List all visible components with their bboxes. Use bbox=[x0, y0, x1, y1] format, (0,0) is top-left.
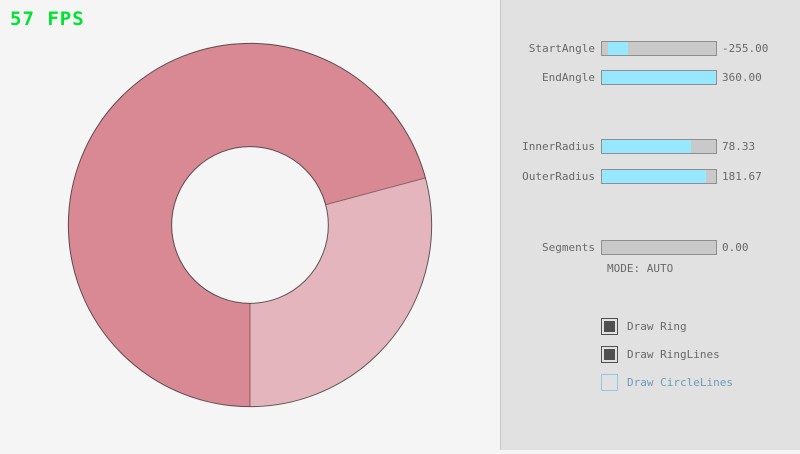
ring-outer-outline bbox=[67, 42, 433, 408]
control-panel: StartAngle -255.00 EndAngle 360.00 Inner… bbox=[500, 0, 800, 450]
draw-ring-checkbox[interactable] bbox=[601, 318, 618, 335]
startangle-label: StartAngle bbox=[528, 42, 595, 55]
innerradius-value: 78.33 bbox=[722, 140, 756, 153]
outerradius-value: 181.67 bbox=[722, 170, 762, 183]
ring-canvas bbox=[67, 42, 433, 408]
mode-status-text: MODE: AUTO bbox=[607, 262, 674, 275]
slider-row-innerradius: InnerRadius 78.33 bbox=[501, 139, 800, 154]
ring-figure bbox=[67, 42, 433, 408]
outerradius-slider-fill[interactable] bbox=[602, 170, 706, 183]
startangle-slider-fill[interactable] bbox=[607, 42, 629, 55]
segments-slider[interactable] bbox=[601, 240, 717, 255]
draw-ringlines-label[interactable]: Draw RingLines bbox=[627, 348, 720, 361]
draw-ring-label[interactable]: Draw Ring bbox=[627, 320, 687, 333]
slider-row-endangle: EndAngle 360.00 bbox=[501, 70, 800, 85]
outerradius-label: OuterRadius bbox=[522, 170, 595, 183]
segments-label: Segments bbox=[542, 241, 595, 254]
innerradius-slider[interactable] bbox=[601, 139, 717, 154]
startangle-value: -255.00 bbox=[722, 42, 769, 55]
slider-row-outerradius: OuterRadius 181.67 bbox=[501, 169, 800, 184]
innerradius-slider-fill[interactable] bbox=[602, 140, 691, 153]
endangle-value: 360.00 bbox=[722, 71, 762, 84]
ring-boundary-line-top bbox=[325, 177, 426, 206]
slider-row-segments: Segments 0.00 bbox=[501, 240, 800, 255]
fps-counter: 57 FPS bbox=[10, 8, 85, 30]
draw-circlelines-label[interactable]: Draw CircleLines bbox=[627, 376, 733, 389]
segments-value: 0.00 bbox=[722, 241, 749, 254]
outerradius-slider[interactable] bbox=[601, 169, 717, 184]
ring-sector-major bbox=[68, 43, 426, 407]
startangle-slider[interactable] bbox=[601, 41, 717, 56]
draw-circlelines-checkbox[interactable] bbox=[601, 374, 618, 391]
endangle-label: EndAngle bbox=[542, 71, 595, 84]
endangle-slider-fill[interactable] bbox=[602, 71, 716, 84]
slider-row-startangle: StartAngle -255.00 bbox=[501, 41, 800, 56]
ring-sector-minor bbox=[250, 177, 432, 407]
ring-inner-outline bbox=[171, 146, 329, 304]
innerradius-label: InnerRadius bbox=[522, 140, 595, 153]
draw-ringlines-checkbox[interactable] bbox=[601, 346, 618, 363]
endangle-slider[interactable] bbox=[601, 70, 717, 85]
